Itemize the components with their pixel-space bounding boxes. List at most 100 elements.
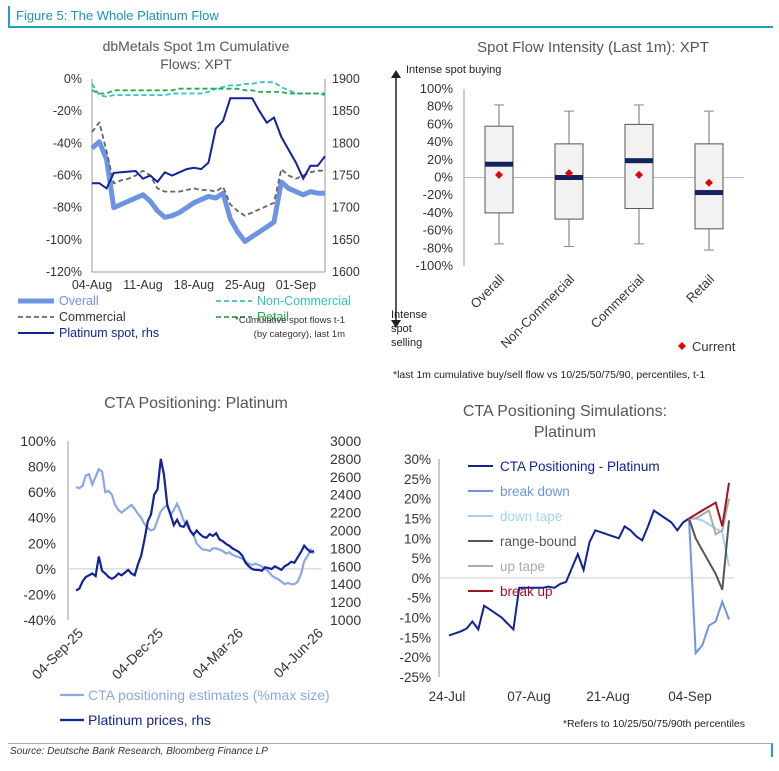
flows-legend-label: Platinum spot, rhs bbox=[59, 326, 159, 340]
intensity-bottom-label: Intense bbox=[391, 309, 427, 321]
cta-y2-tick: 2400 bbox=[330, 487, 361, 503]
intensity-y-tick: 40% bbox=[427, 134, 453, 149]
cta-y-tick: 80% bbox=[28, 459, 56, 475]
intensity-current-marker bbox=[565, 169, 573, 178]
cta-series-prices bbox=[75, 458, 315, 592]
flows-y-tick: 0% bbox=[64, 72, 82, 86]
sims-y-tick: 25% bbox=[404, 472, 431, 487]
cta-y-tick: -40% bbox=[23, 612, 56, 628]
sims-series-range-bound bbox=[688, 518, 730, 591]
intensity-y-tick: -100% bbox=[415, 258, 453, 273]
cta-y-tick: -20% bbox=[23, 586, 56, 602]
intensity-top-label: Intense spot buying bbox=[406, 64, 501, 76]
cta-y2-tick: 2000 bbox=[330, 523, 361, 539]
intensity-legend-label: Current bbox=[692, 339, 736, 354]
flows-y2-tick: 1600 bbox=[332, 265, 360, 279]
cta-series-estimates bbox=[75, 467, 315, 586]
flows-x-tick: 11-Aug bbox=[123, 278, 162, 292]
intensity-title: Spot Flow Intensity (Last 1m): XPT bbox=[477, 39, 709, 56]
sims-series-up-tape bbox=[689, 498, 730, 536]
sims-legend-label: down tape bbox=[500, 509, 562, 524]
intensity-box bbox=[554, 143, 584, 220]
sims-series-break-down bbox=[688, 518, 730, 656]
flows-series-non-commercial bbox=[91, 81, 326, 98]
cta-y2-tick: 3000 bbox=[330, 433, 361, 449]
sims-series-break-up bbox=[688, 482, 730, 527]
sims-legend-label: up tape bbox=[500, 559, 545, 574]
cta-y2-tick: 1000 bbox=[330, 612, 361, 628]
cta-x-tick: 04-Jun-26 bbox=[270, 625, 326, 681]
cta-x-tick: 04-Sep-25 bbox=[29, 625, 87, 683]
flows-y2-tick: 1700 bbox=[332, 201, 360, 215]
intensity-y-tick: 0% bbox=[434, 170, 453, 185]
sims-y-tick: -25% bbox=[399, 670, 431, 685]
cta-y-tick: 20% bbox=[28, 535, 56, 551]
cta-y-tick: 100% bbox=[20, 433, 56, 449]
figure-title-bar: Figure 5: The Whole Platinum Flow bbox=[8, 6, 773, 28]
flows-title-line2: Flows: XPT bbox=[160, 56, 232, 72]
flows-y2-tick: 1800 bbox=[332, 136, 360, 150]
flows-y-tick: -60% bbox=[53, 169, 82, 183]
intensity-current-marker bbox=[495, 170, 503, 179]
intensity-current-marker bbox=[705, 178, 713, 187]
cta-x-tick: 04-Mar-26 bbox=[189, 625, 246, 682]
sims-y-tick: -10% bbox=[399, 611, 431, 626]
intensity-category-label: Overall bbox=[467, 271, 507, 311]
figure-title: Figure 5: The Whole Platinum Flow bbox=[16, 8, 219, 23]
intensity-y-tick: -40% bbox=[423, 205, 454, 220]
cta-title: CTA Positioning: Platinum bbox=[104, 395, 288, 412]
cta-y2-tick: 1600 bbox=[330, 558, 361, 574]
intensity-arrow-down bbox=[391, 320, 401, 328]
intensity-y-tick: -60% bbox=[423, 223, 454, 238]
intensity-median bbox=[485, 161, 513, 167]
flows-legend-label: Non-Commercial bbox=[257, 294, 351, 308]
flows-legend-label: Retail bbox=[257, 310, 289, 324]
intensity-bottom-label: selling bbox=[391, 337, 422, 349]
flows-legend-label: Overall bbox=[59, 294, 99, 308]
sims-title-line2: Platinum bbox=[534, 424, 596, 441]
cta-y2-tick: 1400 bbox=[330, 576, 361, 592]
flows-chart: dbMetals Spot 1m Cumulative Flows: XPT 0… bbox=[18, 38, 360, 340]
intensity-category-label: Non-Commercial bbox=[498, 271, 578, 351]
intensity-median bbox=[555, 175, 583, 180]
intensity-median bbox=[695, 190, 723, 196]
sims-x-tick: 07-Aug bbox=[507, 689, 551, 704]
flows-legend-label: Commercial bbox=[59, 310, 126, 324]
sims-series-cta bbox=[448, 508, 690, 637]
sims-legend-label: range-bound bbox=[500, 534, 577, 549]
flows-y2-tick: 1650 bbox=[332, 233, 360, 247]
cta-y2-tick: 2600 bbox=[330, 469, 361, 485]
flows-x-tick: 25-Aug bbox=[225, 278, 265, 292]
sims-y-tick: 30% bbox=[404, 452, 431, 467]
flows-y-tick: -100% bbox=[46, 233, 82, 247]
flows-y-tick: -20% bbox=[53, 104, 82, 118]
sims-x-tick: 24-Jul bbox=[429, 689, 466, 704]
sims-y-tick: -20% bbox=[399, 650, 431, 665]
cta-y2-tick: 2800 bbox=[330, 451, 361, 467]
intensity-y-tick: 80% bbox=[427, 99, 453, 114]
flows-x-tick: 18-Aug bbox=[174, 278, 214, 292]
sims-y-tick: 0% bbox=[411, 571, 431, 586]
sims-y-tick: 5% bbox=[411, 551, 431, 566]
flows-y2-tick: 1900 bbox=[332, 72, 360, 86]
cta-x-tick: 04-Dec-25 bbox=[109, 625, 167, 683]
flows-x-tick: 04-Aug bbox=[72, 278, 112, 292]
sims-y-tick: -5% bbox=[407, 591, 431, 606]
flows-title-line1: dbMetals Spot 1m Cumulative bbox=[103, 38, 290, 54]
flows-series-overall bbox=[90, 139, 325, 244]
sims-y-tick: 20% bbox=[404, 492, 431, 507]
intensity-y-tick: 60% bbox=[427, 116, 453, 131]
intensity-category-label: Commercial bbox=[587, 271, 647, 331]
sims-footnote: *Refers to 10/25/50/75/90th percentiles bbox=[563, 718, 745, 730]
flows-y-tick: -120% bbox=[46, 265, 82, 279]
sims-chart: CTA Positioning Simulations: Platinum 30… bbox=[399, 403, 745, 730]
sims-x-tick: 04-Sep bbox=[668, 689, 712, 704]
cta-y2-tick: 1200 bbox=[330, 594, 361, 610]
cta-legend-label: Platinum prices, rhs bbox=[88, 712, 211, 728]
cta-y-tick: 40% bbox=[28, 510, 56, 526]
intensity-box bbox=[694, 143, 724, 230]
flows-series-retail bbox=[91, 87, 325, 95]
sims-x-tick: 21-Aug bbox=[586, 689, 630, 704]
intensity-bottom-label: spot bbox=[391, 323, 412, 335]
flows-y2-tick: 1850 bbox=[332, 104, 360, 118]
